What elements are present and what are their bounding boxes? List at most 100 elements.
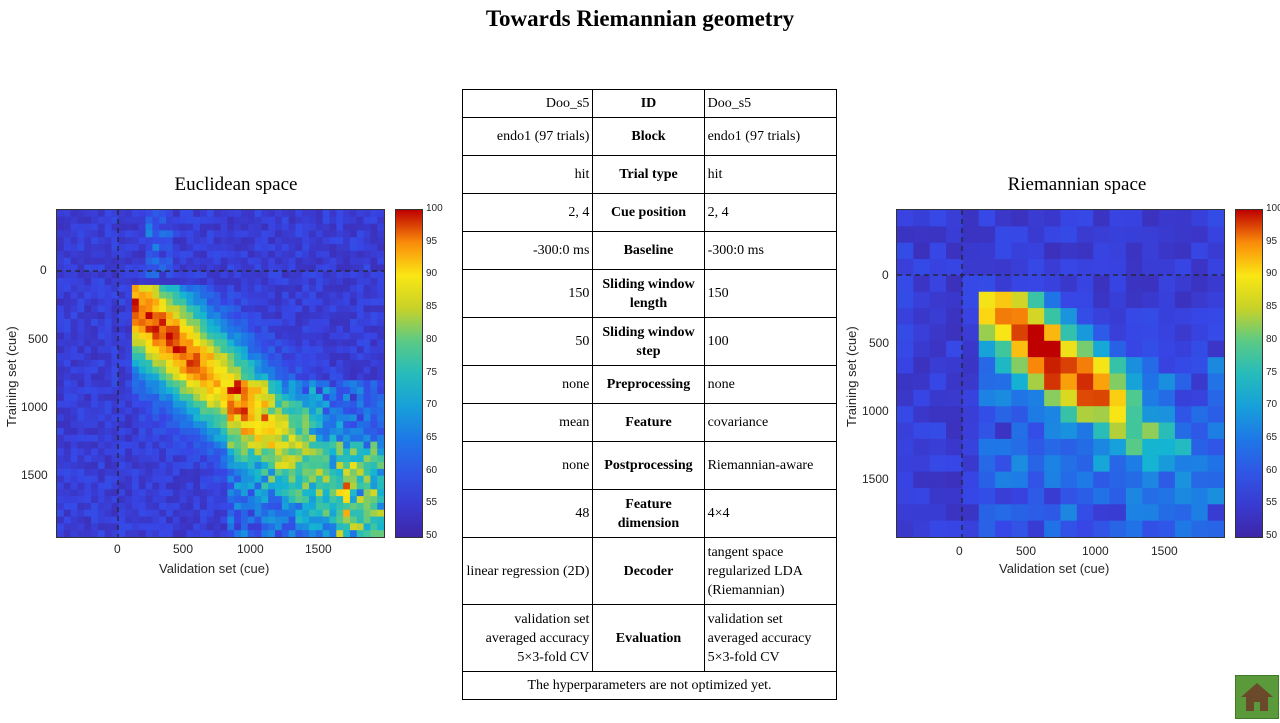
heatmap-cell (349, 264, 358, 272)
heatmap-cell (84, 400, 92, 409)
heatmap-cell (995, 259, 1012, 276)
heatmap-cell (220, 489, 228, 497)
heatmap-cell (370, 516, 378, 524)
heatmap-cell (77, 223, 85, 231)
heatmap-cell (288, 523, 296, 531)
heatmap-cell (309, 353, 317, 361)
heatmap-cell (281, 312, 290, 320)
heatmap-cell (247, 284, 256, 293)
heatmap-cell (295, 305, 303, 313)
home-icon (1241, 683, 1273, 711)
heatmap-cell (377, 393, 384, 402)
heatmap-cell (200, 257, 208, 265)
heatmap-cell (77, 319, 85, 327)
heatmap-cell (929, 438, 947, 456)
heatmap-cell (329, 496, 337, 504)
heatmap-cell (1174, 471, 1192, 489)
heatmap-cell (1027, 422, 1045, 440)
heatmap-cell (343, 244, 351, 252)
heatmap-cell (220, 448, 228, 456)
heatmap-cell (349, 462, 358, 470)
heatmap-cell (193, 271, 201, 279)
heatmap-cell (104, 291, 112, 300)
heatmap-cell (166, 210, 174, 218)
heatmap-cell (206, 448, 215, 456)
heatmap-cell (363, 319, 371, 327)
heatmap-cell (929, 471, 947, 489)
heatmap-cell (929, 455, 947, 473)
heatmap-cell (349, 502, 358, 511)
heatmap-cell (77, 284, 85, 293)
heatmap-cell (70, 264, 78, 272)
heatmap-cell (929, 242, 947, 260)
heatmap-cell (261, 455, 269, 463)
heatmap-cell (336, 284, 344, 293)
heatmap-cell (356, 482, 365, 490)
heatmap-cell (152, 223, 160, 231)
heatmap-cell (929, 291, 947, 309)
heatmap-cell (1060, 373, 1078, 391)
heatmap-cell (97, 325, 106, 334)
heatmap-cell (336, 434, 344, 443)
heatmap-cell (281, 475, 290, 483)
heatmap-cell (363, 414, 371, 422)
heatmap-cell (234, 530, 242, 537)
euclidean-value: none (461, 365, 594, 404)
heatmap-cell (946, 438, 963, 456)
heatmap-cell (227, 312, 235, 320)
heatmap-cell (336, 359, 344, 368)
heatmap-cell (288, 237, 296, 245)
heatmap-cell (179, 339, 187, 347)
heatmap-cell (57, 216, 65, 225)
heatmap-cell (145, 414, 153, 422)
heatmap-cell (84, 216, 92, 225)
heatmap-cell (172, 271, 181, 279)
heatmap-cell (1076, 291, 1094, 309)
heatmap-cell (118, 468, 126, 477)
heatmap-cell (343, 502, 351, 511)
heatmap-cell (356, 284, 365, 293)
heatmap-cell (240, 359, 249, 368)
heatmap-cell (145, 216, 153, 225)
heatmap-cell (77, 468, 85, 477)
heatmap-cell (77, 366, 85, 374)
heatmap-cell (138, 428, 147, 436)
heatmap-cell (322, 325, 330, 334)
heatmap-cell (343, 250, 351, 259)
heatmap-cell (995, 422, 1012, 440)
heatmap-cell (268, 387, 276, 395)
heatmap-cell (329, 523, 337, 531)
heatmap-cell (1191, 389, 1209, 407)
heatmap-cell (363, 353, 371, 361)
heatmap-cell (254, 509, 262, 518)
heatmap-cell (227, 291, 235, 300)
heatmap-cell (206, 428, 215, 436)
heatmap-cell (138, 502, 147, 511)
home-button[interactable] (1235, 675, 1279, 719)
heatmap-cell (322, 359, 330, 368)
heatmap-cell (275, 339, 283, 347)
heatmap-cell (336, 305, 344, 313)
heatmap-cell (70, 284, 78, 293)
heatmap-cell (247, 475, 256, 483)
heatmap-cell (929, 406, 947, 424)
heatmap-cell (370, 339, 378, 347)
heatmap-cell (220, 284, 228, 293)
heatmap-cell (309, 366, 317, 374)
heatmap-cell (315, 257, 324, 265)
heatmap-cell (240, 400, 249, 409)
heatmap-cell (131, 339, 140, 347)
heatmap-cell (152, 393, 160, 402)
heatmap-cell (145, 291, 153, 300)
riemannian-value: covariance (703, 403, 838, 442)
heatmap-cell (179, 496, 187, 504)
heatmap-cell (377, 475, 384, 483)
heatmap-cell (63, 407, 72, 415)
heatmap-cell (336, 516, 344, 524)
heatmap-cell (131, 421, 140, 429)
heatmap-cell (213, 332, 221, 340)
heatmap-cell (288, 244, 296, 252)
heatmap-cell (275, 271, 283, 279)
heatmap-cell (125, 271, 133, 279)
heatmap-cell (186, 319, 194, 327)
